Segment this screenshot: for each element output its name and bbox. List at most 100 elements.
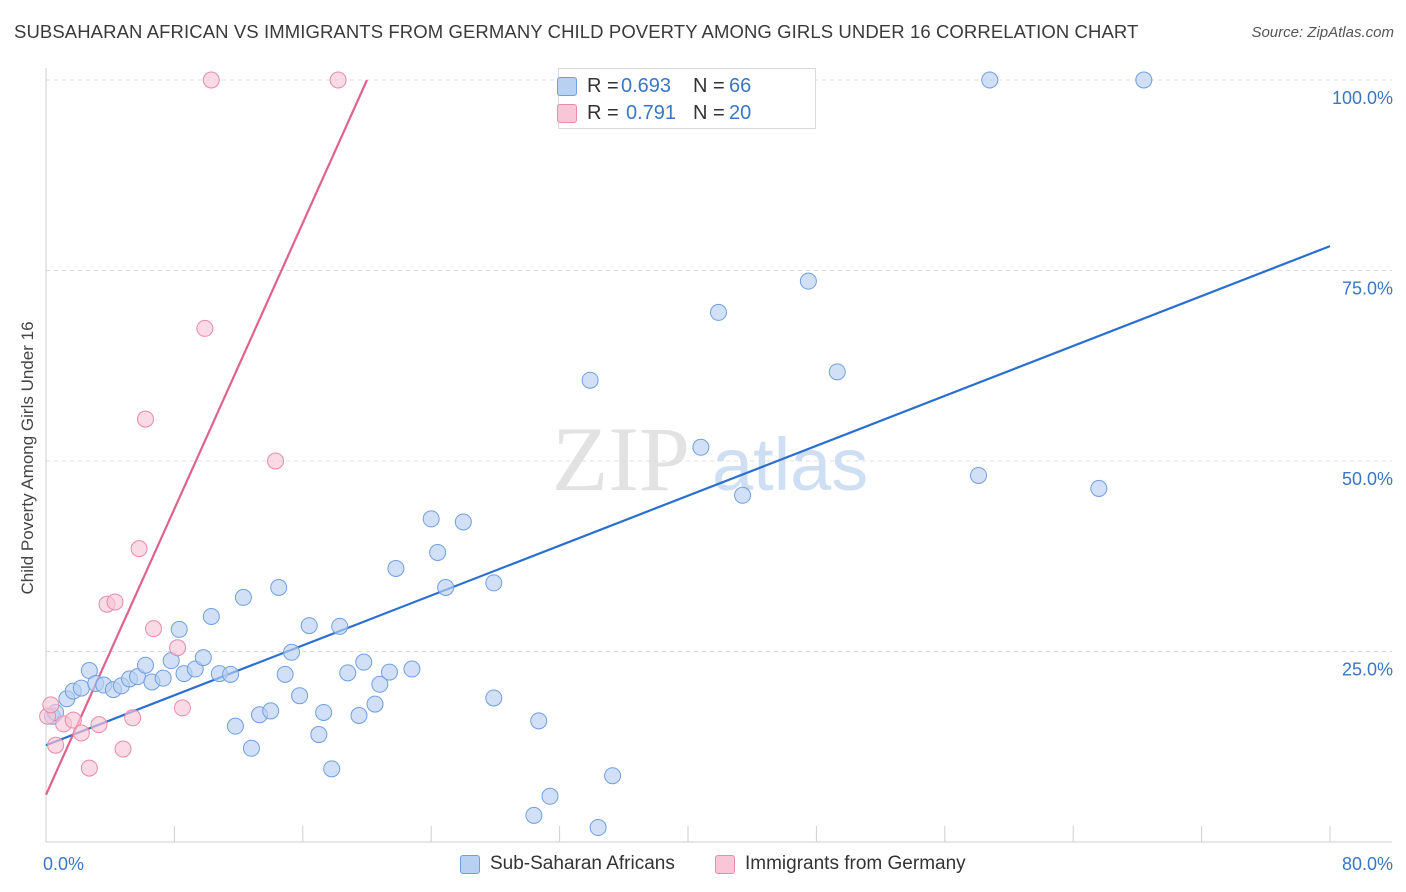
point-subsaharan	[692, 438, 710, 456]
point-subsaharan	[485, 689, 503, 707]
legend-r-label: R =	[587, 101, 619, 124]
point-subsaharan	[422, 510, 440, 528]
point-subsaharan	[226, 717, 244, 735]
x-tick-label: 80.0%	[1342, 854, 1393, 874]
point-subsaharan	[137, 656, 155, 674]
y-tick-label: 50.0%	[1342, 469, 1393, 489]
legend-n-label: N =	[693, 101, 725, 124]
legend-r-value: 0.791	[626, 101, 677, 124]
point-subsaharan	[525, 806, 543, 824]
point-subsaharan	[530, 712, 548, 730]
tick-labels: 25.0% 50.0% 75.0% 100.0% 0.0% 80.0%	[43, 88, 1393, 874]
point-germany	[329, 71, 347, 89]
legend-n-value: 20	[729, 101, 752, 124]
point-subsaharan	[310, 726, 328, 744]
source-credit: Source: ZipAtlas.com	[1251, 24, 1394, 41]
gridlines	[46, 79, 1392, 652]
x-tick-label: 0.0%	[43, 854, 84, 874]
point-subsaharan	[454, 513, 472, 531]
point-subsaharan	[366, 695, 384, 713]
legend-row-subsaharan: R = 0.693 N = 66	[557, 73, 752, 99]
point-subsaharan	[604, 767, 622, 785]
legend-n-label: N =	[693, 74, 725, 97]
point-subsaharan	[276, 665, 294, 683]
y-tick-label: 100.0%	[1332, 88, 1393, 108]
series-swatch-blue	[460, 854, 480, 874]
point-germany	[90, 716, 108, 734]
y-tick-label: 25.0%	[1342, 660, 1393, 680]
point-germany	[267, 452, 285, 470]
point-germany	[72, 724, 90, 742]
point-subsaharan	[194, 649, 212, 667]
series-swatch-pink	[715, 854, 735, 874]
point-subsaharan	[222, 665, 240, 683]
chart-title: SUBSAHARAN AFRICAN VS IMMIGRANTS FROM GE…	[14, 21, 1139, 42]
series-legend-subsaharan: Sub-Saharan Africans	[460, 852, 675, 876]
point-subsaharan	[315, 703, 333, 721]
point-subsaharan	[242, 739, 260, 757]
series-name: Immigrants from Germany	[745, 853, 966, 874]
legend-r-value: 0.693	[621, 74, 672, 97]
watermark-zip: ZIP	[552, 408, 690, 510]
point-subsaharan	[323, 760, 341, 778]
stats-legend: R = 0.693 N = 66 R = 0.791 N = 20	[557, 68, 816, 129]
point-subsaharan	[339, 664, 357, 682]
trend-line-germany	[44, 79, 369, 796]
point-germany	[196, 319, 214, 337]
point-subsaharan	[262, 702, 280, 720]
y-axis-label: Child Poverty Among Girls Under 16	[18, 321, 37, 594]
point-subsaharan	[350, 707, 368, 725]
y-tick-label: 75.0%	[1342, 279, 1393, 299]
point-subsaharan	[970, 466, 988, 484]
point-germany	[47, 736, 65, 754]
point-germany	[106, 593, 124, 611]
point-subsaharan	[387, 559, 405, 577]
point-subsaharan	[380, 663, 398, 681]
point-subsaharan	[581, 371, 599, 389]
point-subsaharan	[437, 578, 455, 596]
point-subsaharan	[300, 617, 318, 635]
point-germany	[42, 696, 60, 714]
legend-swatch-pink	[557, 103, 577, 123]
point-germany	[173, 699, 191, 717]
point-subsaharan	[403, 660, 421, 678]
point-germany	[145, 620, 163, 638]
point-subsaharan	[541, 787, 559, 805]
legend-swatch-blue	[557, 76, 577, 96]
trend-lines	[44, 79, 1331, 796]
legend-r-label: R =	[587, 74, 619, 97]
point-germany	[80, 759, 98, 777]
trend-line-subsaharan	[45, 245, 1331, 747]
legend-row-germany: R = 0.791 N = 20	[557, 100, 752, 126]
point-subsaharan	[283, 643, 301, 661]
point-subsaharan	[154, 669, 172, 687]
point-subsaharan	[371, 675, 389, 693]
series-name: Sub-Saharan Africans	[490, 853, 675, 874]
point-subsaharan	[234, 588, 252, 606]
point-subsaharan	[291, 687, 309, 705]
point-subsaharan	[799, 272, 817, 290]
point-subsaharan	[1135, 71, 1153, 89]
point-subsaharan	[429, 543, 447, 561]
series-legend-germany: Immigrants from Germany	[715, 852, 966, 876]
point-germany	[124, 709, 142, 727]
point-subsaharan	[828, 363, 846, 381]
legend-n-value: 66	[729, 74, 752, 97]
point-subsaharan	[202, 607, 220, 625]
point-subsaharan	[170, 620, 188, 638]
point-subsaharan	[981, 71, 999, 89]
point-subsaharan	[709, 303, 727, 321]
point-germany	[130, 540, 148, 558]
point-subsaharan	[1090, 479, 1108, 497]
point-subsaharan	[485, 574, 503, 592]
point-germany	[137, 410, 155, 428]
point-subsaharan	[331, 617, 349, 635]
point-subsaharan	[270, 578, 288, 596]
data-points	[39, 71, 1153, 837]
point-subsaharan	[734, 486, 752, 504]
point-germany	[202, 71, 220, 89]
watermark: ZIP atlas	[552, 408, 868, 510]
point-subsaharan	[589, 819, 607, 837]
point-germany	[169, 639, 187, 657]
